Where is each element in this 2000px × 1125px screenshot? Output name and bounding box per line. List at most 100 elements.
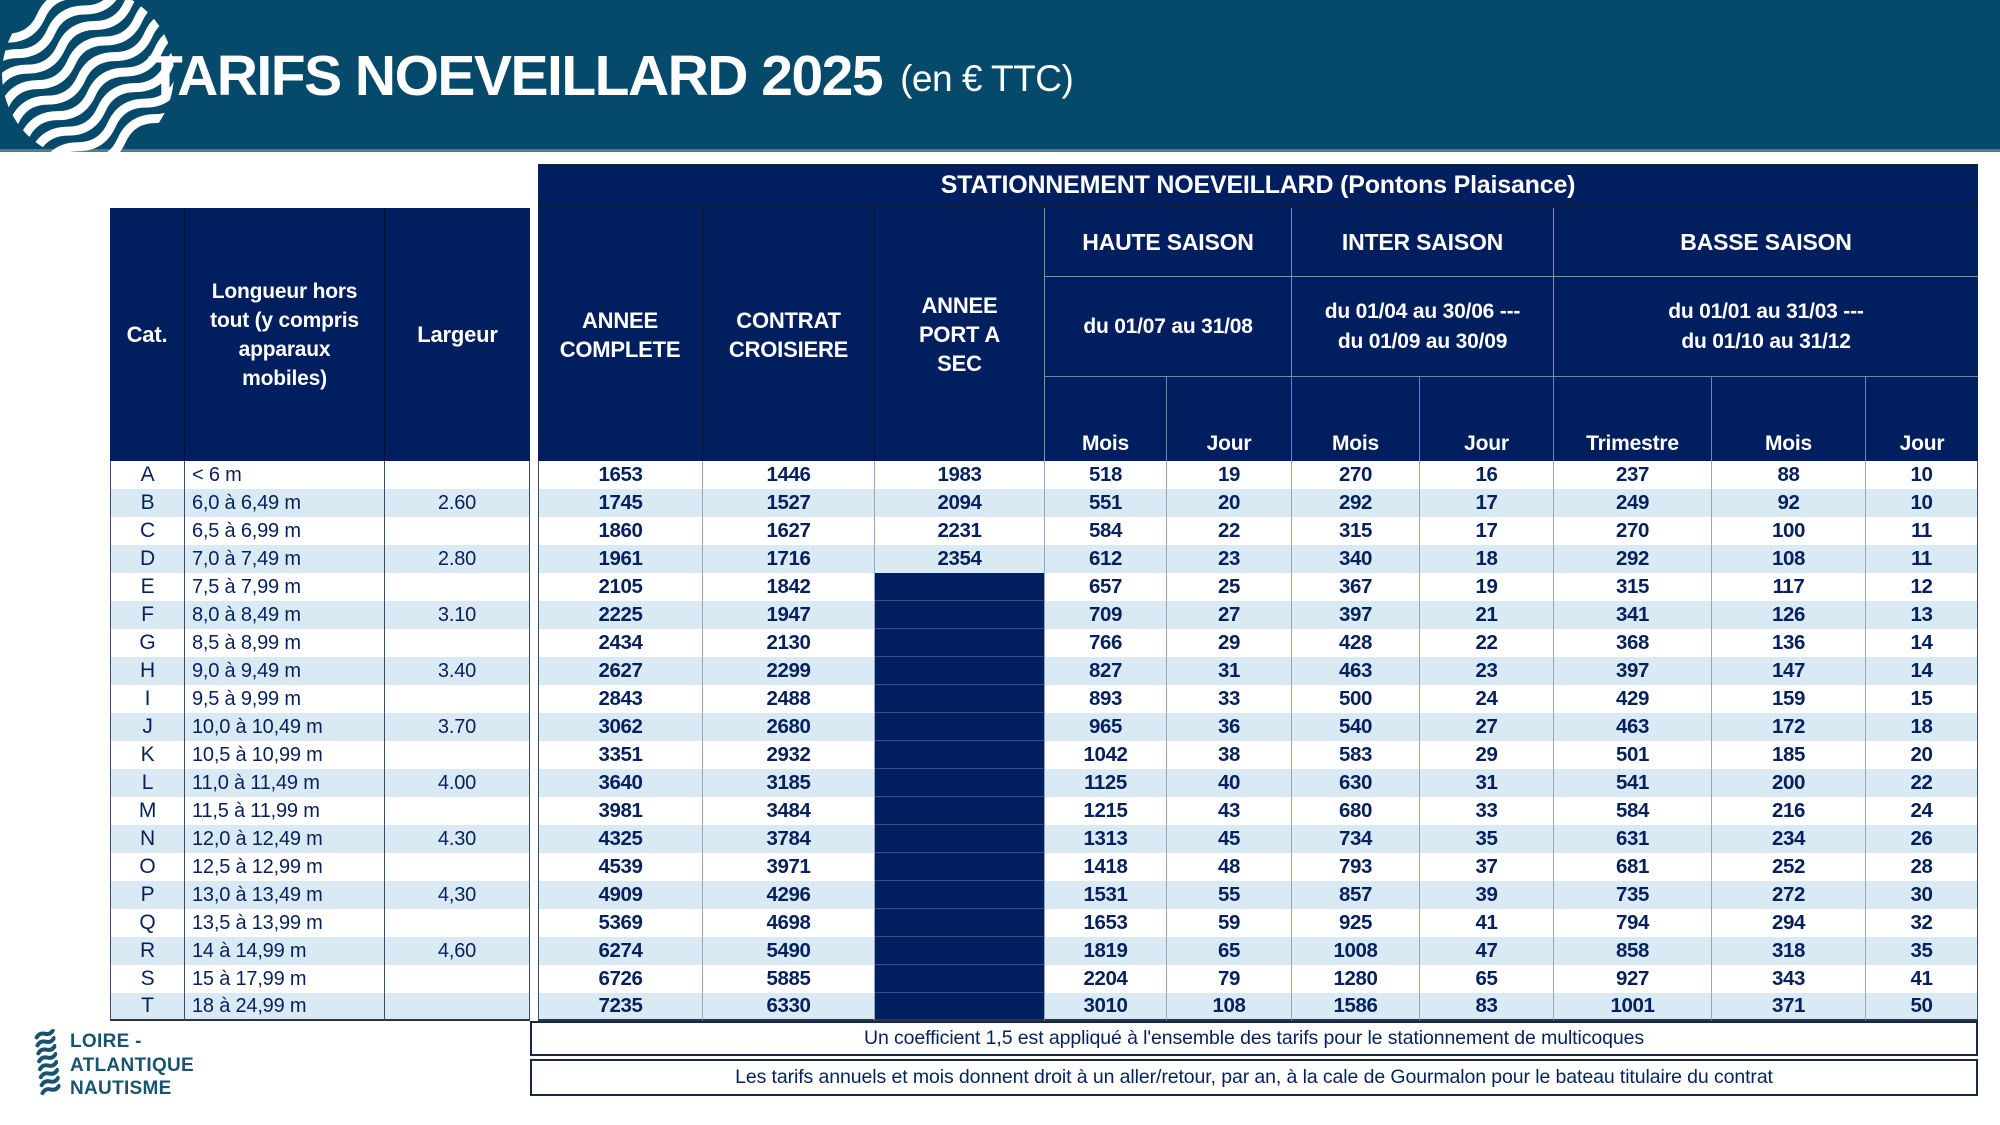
cell-F-hs-jour: 27	[1167, 601, 1292, 629]
cell-O-largeur	[385, 853, 530, 881]
cell-I-cat: I	[110, 685, 185, 713]
cell-G-largeur	[385, 629, 530, 657]
cell-K-annee-port-a-sec	[875, 741, 1045, 769]
cell-K-bs-jour: 20	[1866, 741, 1978, 769]
cell-D-longueur: 7,0 à 7,49 m	[185, 545, 385, 573]
cell-Q-contrat-croisiere: 4698	[703, 909, 875, 937]
season-dates-haute: du 01/07 au 31/08	[1045, 277, 1292, 377]
cell-J-is-mois: 540	[1292, 713, 1420, 741]
cell-T-annee-port-a-sec	[875, 993, 1045, 1021]
cell-P-hs-mois: 1531	[1045, 881, 1167, 909]
cell-S-longueur: 15 à 17,99 m	[185, 965, 385, 993]
season-header-inter: INTER SAISON	[1292, 208, 1554, 277]
cell-K-hs-jour: 38	[1167, 741, 1292, 769]
cell-S-bs-mois: 343	[1712, 965, 1866, 993]
cell-P-annee-complete: 4909	[538, 881, 703, 909]
cell-Q-is-jour: 41	[1420, 909, 1554, 937]
cell-D-is-jour: 18	[1420, 545, 1554, 573]
cell-H-is-mois: 463	[1292, 657, 1420, 685]
cell-R-is-mois: 1008	[1292, 937, 1420, 965]
cell-F-largeur: 3.10	[385, 601, 530, 629]
cell-L-bs-jour: 22	[1866, 769, 1978, 797]
cell-N-bs-trimestre: 631	[1554, 825, 1712, 853]
cell-K-hs-mois: 1042	[1045, 741, 1167, 769]
cell-E-is-mois: 367	[1292, 573, 1420, 601]
cell-T-bs-mois: 371	[1712, 993, 1866, 1021]
brand-waves-icon	[34, 1029, 61, 1096]
cell-R-longueur: 14 à 14,99 m	[185, 937, 385, 965]
season-dates-haute-line1: du 01/07 au 31/08	[1083, 314, 1253, 338]
cell-D-cat: D	[110, 545, 185, 573]
cell-O-hs-mois: 1418	[1045, 853, 1167, 881]
cell-J-hs-mois: 965	[1045, 713, 1167, 741]
cell-E-longueur: 7,5 à 7,99 m	[185, 573, 385, 601]
cell-G-annee-complete: 2434	[538, 629, 703, 657]
cell-Q-bs-jour: 32	[1866, 909, 1978, 937]
cell-A-annee-complete: 1653	[538, 461, 703, 489]
cell-T-annee-complete: 7235	[538, 993, 703, 1021]
cell-M-is-mois: 680	[1292, 797, 1420, 825]
cell-O-is-mois: 793	[1292, 853, 1420, 881]
cell-M-annee-port-a-sec	[875, 797, 1045, 825]
cell-B-largeur: 2.60	[385, 489, 530, 517]
cell-G-cat: G	[110, 629, 185, 657]
cell-Q-annee-port-a-sec	[875, 909, 1045, 937]
cell-T-largeur	[385, 993, 530, 1021]
cell-D-hs-mois: 612	[1045, 545, 1167, 573]
cell-N-largeur: 4.30	[385, 825, 530, 853]
cell-B-cat: B	[110, 489, 185, 517]
cell-M-hs-jour: 43	[1167, 797, 1292, 825]
tariff-table: STATIONNEMENT NOEVEILLARD (Pontons Plais…	[110, 164, 1978, 1096]
cell-Q-longueur: 13,5 à 13,99 m	[185, 909, 385, 937]
cell-R-hs-mois: 1819	[1045, 937, 1167, 965]
cell-C-hs-jour: 22	[1167, 517, 1292, 545]
season-dates-basse: du 01/01 au 31/03 --- du 01/10 au 31/12	[1554, 277, 1978, 377]
season-dates-inter: du 01/04 au 30/06 --- du 01/09 au 30/09	[1292, 277, 1554, 377]
cell-H-largeur: 3.40	[385, 657, 530, 685]
cell-I-annee-port-a-sec	[875, 685, 1045, 713]
cell-D-annee-port-a-sec: 2354	[875, 545, 1045, 573]
cell-I-largeur	[385, 685, 530, 713]
cell-G-is-jour: 22	[1420, 629, 1554, 657]
cell-F-annee-complete: 2225	[538, 601, 703, 629]
cell-H-cat: H	[110, 657, 185, 685]
cell-B-hs-mois: 551	[1045, 489, 1167, 517]
season-header-haute: HAUTE SAISON	[1045, 208, 1292, 277]
cell-H-contrat-croisiere: 2299	[703, 657, 875, 685]
sub-header-hs-mois: Mois	[1045, 377, 1167, 461]
sub-header-bs-trimestre: Trimestre	[1554, 377, 1712, 461]
cell-L-annee-port-a-sec	[875, 769, 1045, 797]
table-banner: STATIONNEMENT NOEVEILLARD (Pontons Plais…	[538, 164, 1978, 208]
cell-F-bs-jour: 13	[1866, 601, 1978, 629]
cell-T-is-jour: 83	[1420, 993, 1554, 1021]
cell-B-longueur: 6,0 à 6,49 m	[185, 489, 385, 517]
cell-B-bs-jour: 10	[1866, 489, 1978, 517]
cell-M-bs-jour: 24	[1866, 797, 1978, 825]
sub-header-hs-jour: Jour	[1167, 377, 1292, 461]
cell-K-is-jour: 29	[1420, 741, 1554, 769]
season-dates-inter-line2: du 01/09 au 30/09	[1337, 329, 1508, 353]
cell-N-longueur: 12,0 à 12,49 m	[185, 825, 385, 853]
cell-A-largeur	[385, 461, 530, 489]
sub-header-bs-jour: Jour	[1866, 377, 1978, 461]
cell-S-cat: S	[110, 965, 185, 993]
cell-C-bs-trimestre: 270	[1554, 517, 1712, 545]
col-header-annee-complete: ANNEE COMPLETE	[538, 208, 703, 461]
cell-A-bs-mois: 88	[1712, 461, 1866, 489]
cell-S-is-mois: 1280	[1292, 965, 1420, 993]
cell-C-is-jour: 17	[1420, 517, 1554, 545]
cell-L-is-mois: 630	[1292, 769, 1420, 797]
cell-G-bs-trimestre: 368	[1554, 629, 1712, 657]
brand-name: LOIRE - ATLANTIQUE NAUTISME	[70, 1030, 194, 1101]
cell-H-annee-complete: 2627	[538, 657, 703, 685]
cell-L-contrat-croisiere: 3185	[703, 769, 875, 797]
cell-P-bs-trimestre: 735	[1554, 881, 1712, 909]
cell-O-annee-port-a-sec	[875, 853, 1045, 881]
cell-F-cat: F	[110, 601, 185, 629]
cell-Q-is-mois: 925	[1292, 909, 1420, 937]
cell-K-bs-mois: 185	[1712, 741, 1866, 769]
cell-A-is-mois: 270	[1292, 461, 1420, 489]
page-title: TARIFS NOEVEILLARD 2025	[148, 44, 884, 108]
cell-I-longueur: 9,5 à 9,99 m	[185, 685, 385, 713]
cell-O-is-jour: 37	[1420, 853, 1554, 881]
